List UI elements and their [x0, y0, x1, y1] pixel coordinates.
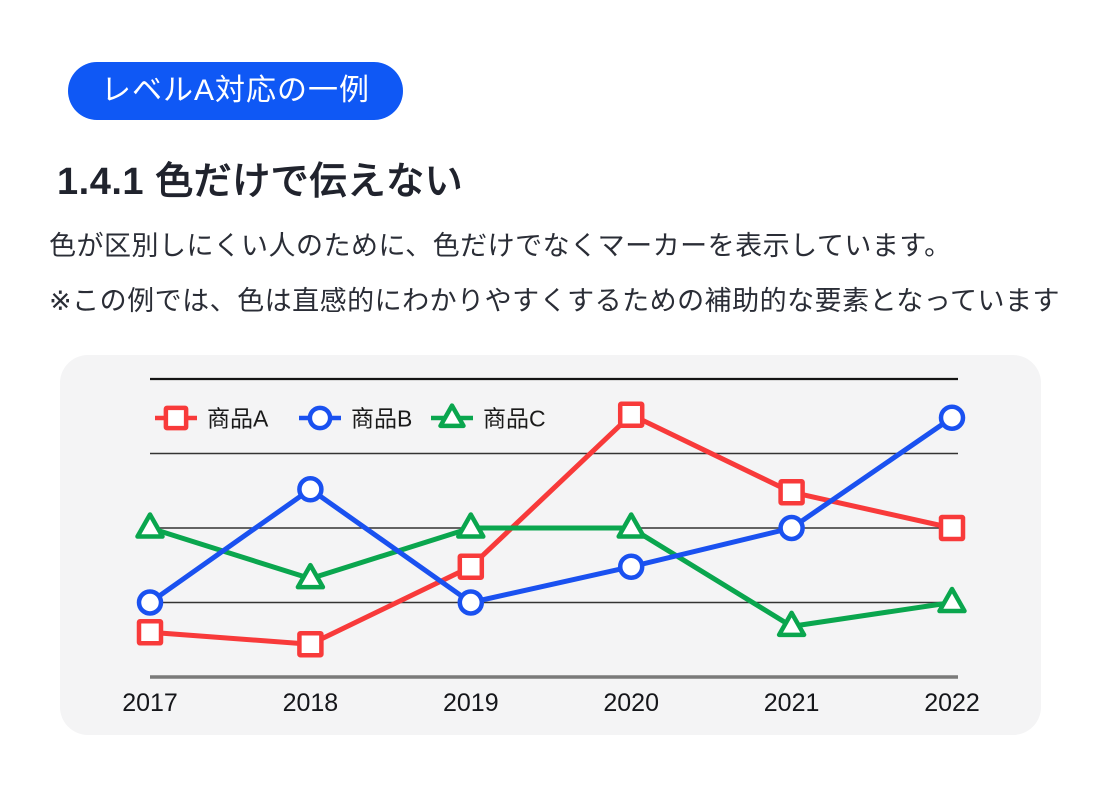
triangle-marker-icon — [456, 512, 486, 539]
square-marker-icon — [163, 405, 189, 431]
page-title: 1.4.1 色だけで伝えない — [57, 161, 464, 203]
circle-marker-icon — [457, 589, 485, 616]
circle-marker-icon — [938, 404, 966, 431]
triangle-marker-icon — [616, 512, 646, 539]
triangle-marker-icon — [438, 403, 466, 429]
circle-marker-icon — [617, 553, 645, 580]
x-axis-label: 2020 — [603, 689, 659, 717]
description-line-2: ※この例では、色は直感的にわかりやすくするための補助的な要素となっています — [49, 286, 1060, 316]
square-marker-icon — [938, 514, 966, 542]
triangle-marker-icon — [937, 586, 967, 614]
circle-marker-icon — [778, 514, 805, 542]
triangle-marker-icon — [295, 562, 326, 590]
x-axis-label: 2022 — [924, 689, 980, 717]
x-axis-label: 2017 — [122, 689, 178, 717]
square-marker-icon — [136, 619, 164, 646]
x-axis-label: 2021 — [764, 689, 820, 717]
series-line — [147, 525, 955, 629]
series-line — [147, 412, 955, 647]
square-marker-icon — [778, 478, 805, 506]
circle-marker-icon — [307, 405, 333, 431]
legend-label: 商品B — [351, 406, 412, 432]
circle-marker-icon — [136, 589, 164, 616]
level-badge: レベルA対応の一例 — [68, 62, 404, 120]
x-axis-label: 2018 — [283, 689, 339, 717]
square-marker-icon — [457, 553, 485, 580]
description-line-1: 色が区別しにくい人のために、色だけでなくマーカーを表示しています。 — [49, 231, 952, 261]
legend-label: 商品A — [207, 406, 269, 432]
chart-panel: 2017 2018 2019 2020 2021 2022 商品A 商品B 商品C — [60, 355, 1041, 735]
triangle-marker-icon — [776, 610, 807, 638]
triangle-marker-icon — [135, 512, 165, 539]
square-marker-icon — [297, 630, 324, 658]
legend-label: 商品C — [483, 406, 546, 432]
line-chart: 2017 2018 2019 2020 2021 2022 商品A 商品B 商品C — [122, 377, 980, 717]
square-marker-icon — [617, 401, 645, 429]
circle-marker-icon — [297, 476, 324, 503]
x-axis-label: 2019 — [443, 689, 499, 717]
series-line — [147, 415, 955, 605]
